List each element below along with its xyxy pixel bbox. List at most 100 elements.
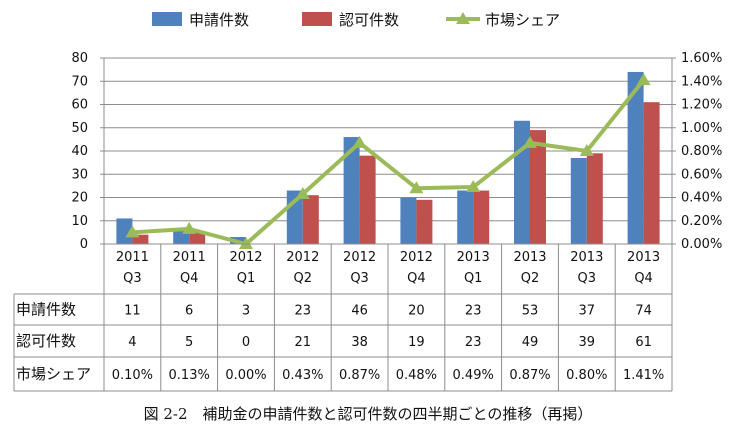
table-cell: 74 — [635, 304, 652, 319]
legend-label-2: 市場シェア — [485, 11, 560, 29]
x-category-label: 2013 — [457, 250, 490, 265]
y-left-tick-label: 0 — [80, 237, 88, 252]
bar-0-0 — [116, 218, 133, 244]
table-row-label: 申請件数 — [16, 301, 76, 319]
bar-0-5 — [400, 197, 417, 244]
y-left-tick-label: 70 — [71, 74, 88, 89]
table-cell: 61 — [635, 335, 652, 350]
bar-1-9 — [643, 102, 660, 244]
share-point-2 — [239, 237, 253, 249]
share-point-3 — [295, 187, 310, 200]
table-cell: 0.48% — [396, 368, 437, 383]
bar-0-4 — [343, 137, 360, 244]
table-cell: 38 — [351, 335, 368, 350]
legend-swatch-1 — [302, 12, 332, 26]
y-right-tick-label: 0.60% — [681, 167, 722, 182]
x-category-label: Q2 — [294, 271, 313, 286]
table-cell: 0.87% — [339, 368, 380, 383]
table-cell: 0.87% — [509, 368, 550, 383]
x-category-label: 2012 — [343, 250, 376, 265]
bar-1-7 — [530, 130, 546, 244]
table-cell: 0.49% — [453, 368, 494, 383]
bar-1-5 — [416, 199, 433, 244]
table-row-label: 市場シェア — [16, 365, 91, 383]
y-left-tick-label: 50 — [71, 121, 88, 136]
bar-1-3 — [302, 195, 319, 244]
legend-label-1: 認可件数 — [339, 11, 399, 29]
x-category-label: Q4 — [634, 271, 653, 286]
table-cell: 20 — [408, 304, 425, 319]
y-left-tick-label: 30 — [71, 167, 88, 182]
x-category-label: 2013 — [570, 250, 603, 265]
bar-1-4 — [359, 155, 376, 244]
table-row-label: 認可件数 — [16, 332, 76, 350]
y-left-tick-label: 80 — [71, 51, 88, 66]
gridlines — [104, 57, 672, 222]
table-cell: 37 — [579, 304, 596, 319]
table-cell: 23 — [295, 304, 312, 319]
y-left-tick-label: 10 — [71, 214, 88, 229]
y-right-tick-label: 1.40% — [681, 74, 722, 89]
share-line-path — [132, 78, 646, 246]
bar-1-1 — [189, 232, 206, 244]
y-left-tick-label: 20 — [71, 191, 88, 206]
figure-caption: 図 2-2 補助金の申請件数と認可件数の四半期ごとの推移（再掲） — [144, 405, 593, 423]
y-right-tick-label: 0.80% — [681, 144, 722, 159]
y-right-tick-label: 1.60% — [681, 51, 722, 66]
x-category-label: 2012 — [229, 250, 262, 265]
x-category-label: 2011 — [116, 250, 149, 265]
table-cell: 6 — [185, 304, 193, 319]
x-category-label: Q3 — [123, 271, 142, 286]
table-cell: 0 — [242, 335, 250, 350]
y-right-tick-label: 1.00% — [681, 121, 722, 136]
x-category-label: Q1 — [237, 271, 256, 286]
legend-label-0: 申請件数 — [189, 11, 249, 29]
table-cell: 0.80% — [566, 368, 607, 383]
table-cell: 39 — [579, 335, 596, 350]
table-cell: 1.41% — [623, 368, 664, 383]
y-left-tick-label: 60 — [71, 98, 88, 113]
table-cell: 0.43% — [282, 368, 323, 383]
table-cell: 0.00% — [225, 368, 266, 383]
legend-marker — [456, 12, 470, 24]
table-cell: 23 — [465, 335, 482, 350]
x-category-label: 2011 — [173, 250, 206, 265]
table-cell: 11 — [124, 304, 141, 319]
bar-0-7 — [514, 120, 530, 244]
y-left-tick-label: 40 — [71, 144, 88, 159]
share-line — [125, 73, 651, 249]
table-cell: 46 — [351, 304, 368, 319]
bar-0-6 — [457, 190, 474, 244]
y-right-tick-label: 0.00% — [681, 237, 722, 252]
bar-0-8 — [570, 157, 587, 244]
table-cell: 19 — [408, 335, 425, 350]
x-category-label: Q3 — [578, 271, 597, 286]
table-cell: 21 — [295, 335, 312, 350]
x-category-label: Q1 — [464, 271, 483, 286]
legend: 申請件数 認可件数 市場シェア — [152, 11, 560, 29]
share-point-7 — [523, 135, 537, 148]
legend-swatch-0 — [152, 12, 182, 26]
table-cell: 3 — [242, 304, 250, 319]
table-cell: 0.10% — [112, 368, 153, 383]
x-category-label: Q2 — [521, 271, 540, 286]
data-table: 2011Q32011Q42012Q12012Q22012Q32012Q42013… — [13, 244, 673, 392]
share-point-1 — [182, 221, 197, 234]
y-right-tick-label: 1.20% — [681, 98, 722, 113]
x-category-label: 2012 — [400, 250, 433, 265]
bars — [116, 71, 660, 244]
x-category-label: Q3 — [350, 271, 369, 286]
bar-0-9 — [627, 71, 644, 244]
bar-1-0 — [132, 234, 149, 244]
table-cell: 5 — [185, 335, 193, 350]
table-cell: 4 — [128, 335, 136, 350]
table-cell: 49 — [522, 335, 539, 350]
x-category-label: Q4 — [407, 271, 426, 286]
x-category-label: 2013 — [513, 250, 546, 265]
table-cell: 53 — [522, 304, 539, 319]
y-right-tick-label: 0.20% — [681, 214, 722, 229]
x-category-label: Q4 — [180, 271, 199, 286]
x-category-label: 2013 — [627, 250, 660, 265]
share-point-6 — [466, 180, 481, 193]
